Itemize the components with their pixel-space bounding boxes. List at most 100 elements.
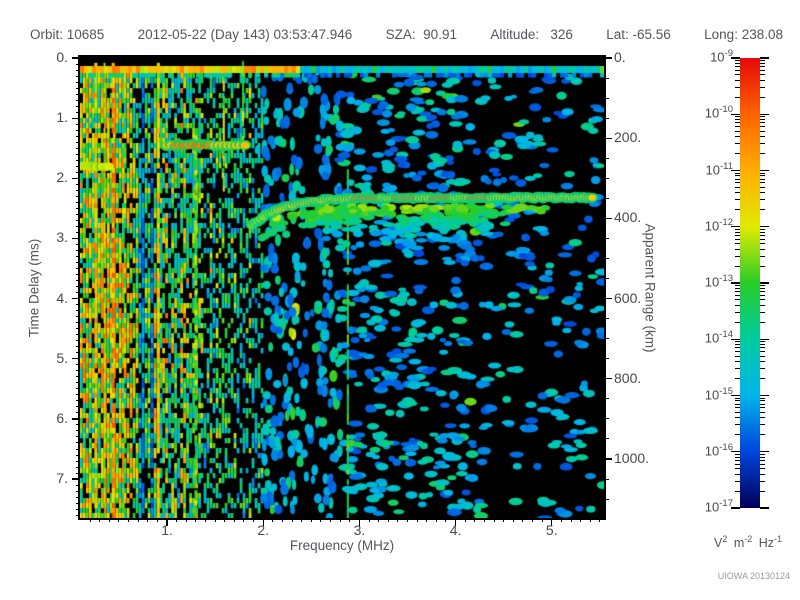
- colorbar-minor-tick: [760, 122, 765, 124]
- right-axis-minor-tick: [604, 97, 609, 99]
- x-axis-minor-tick: [397, 518, 399, 522]
- colorbar-minor-tick: [735, 321, 740, 323]
- right-axis-minor-tick: [604, 177, 609, 179]
- x-axis-minor-tick: [580, 518, 582, 522]
- y-tick-label: 0.: [56, 49, 68, 66]
- x-axis-tick: [358, 518, 360, 526]
- x-axis-tick: [454, 518, 457, 526]
- x-axis-minor-tick: [464, 518, 466, 522]
- colorbar-minor-tick: [735, 186, 740, 188]
- x-axis-minor-tick: [89, 518, 91, 522]
- x-axis-minor-tick: [541, 518, 543, 522]
- x-axis-minor-tick: [156, 518, 158, 522]
- colorbar-minor-tick: [735, 403, 740, 405]
- colorbar-tick-label: 10-17: [704, 498, 733, 515]
- colorbar-minor-tick: [735, 228, 740, 230]
- colorbar-unit-label: V2 m-2 Hz-1: [713, 534, 783, 551]
- y-axis-minor-tick: [76, 63, 80, 65]
- y-axis-minor-tick: [76, 171, 80, 173]
- colorbar-minor-tick: [735, 199, 740, 201]
- header-field-lat: Lat: -65.56: [606, 27, 671, 42]
- credit-text: UIOWA 20130124: [717, 571, 790, 581]
- y-axis-minor-tick: [76, 195, 80, 197]
- right-axis-minor-tick: [604, 398, 609, 400]
- colorbar-tick: [760, 226, 769, 228]
- right-axis-minor-tick: [604, 438, 609, 440]
- x-axis-tick: [551, 518, 553, 526]
- colorbar-minor-tick: [760, 69, 765, 71]
- x-tick-label: 2.: [257, 522, 270, 538]
- x-axis-minor-tick: [147, 518, 149, 522]
- colorbar-minor-tick: [760, 344, 765, 346]
- x-axis-minor-tick: [435, 518, 437, 522]
- colorbar-minor-tick: [735, 265, 740, 267]
- colorbar-minor-tick: [735, 378, 740, 380]
- colorbar-tick: [731, 451, 740, 453]
- x-tick-label: 1.: [161, 522, 173, 538]
- right-axis-tick: [604, 137, 612, 139]
- header-field-sza: SZA: 90.91: [385, 27, 457, 42]
- y-axis-title-left: Time Delay (ms): [26, 238, 42, 338]
- right-tick-label: 800.: [614, 369, 642, 386]
- x-axis-minor-tick: [205, 518, 207, 522]
- colorbar-tick: [760, 394, 769, 397]
- colorbar-minor-tick: [760, 74, 765, 76]
- y-axis-minor-tick: [76, 400, 80, 402]
- colorbar-minor-tick: [735, 459, 740, 461]
- colorbar-minor-tick: [760, 119, 765, 121]
- colorbar-minor-tick: [760, 468, 765, 470]
- x-axis-minor-tick: [368, 518, 370, 522]
- colorbar-tick-label: 10-15: [704, 385, 733, 402]
- colorbar-minor-tick: [735, 411, 740, 413]
- y-tick-label: 6.: [56, 409, 68, 426]
- colorbar-minor-tick: [735, 344, 740, 346]
- colorbar-minor-tick: [735, 287, 740, 289]
- y-axis-minor-tick: [76, 243, 80, 245]
- colorbar-minor-tick: [760, 182, 765, 184]
- colorbar-minor-tick: [760, 186, 765, 188]
- x-axis-minor-tick: [224, 518, 226, 522]
- colorbar-minor-tick: [735, 79, 740, 81]
- colorbar-minor-tick: [735, 347, 740, 349]
- x-axis-minor-tick: [560, 518, 562, 522]
- y-axis-minor-tick: [76, 334, 80, 336]
- colorbar-gradient: [740, 58, 760, 508]
- y-axis-minor-tick: [76, 201, 80, 203]
- colorbar-tick: [760, 282, 769, 284]
- colorbar-minor-tick: [760, 321, 765, 323]
- y-axis-minor-tick: [76, 189, 80, 191]
- colorbar-minor-tick: [760, 96, 765, 98]
- x-axis-minor-tick: [532, 518, 534, 522]
- colorbar-minor-tick: [735, 60, 740, 62]
- right-axis-minor-tick: [604, 117, 609, 119]
- y-axis-minor-tick: [76, 316, 80, 318]
- y-axis-minor-tick: [76, 322, 80, 324]
- colorbar-tick: [760, 169, 769, 172]
- colorbar-tick: [731, 507, 740, 509]
- x-axis-minor-tick: [272, 518, 274, 522]
- colorbar-minor-tick: [735, 299, 740, 301]
- y-axis-tick: [72, 117, 80, 119]
- y-axis-minor-tick: [76, 436, 80, 438]
- right-tick-label: 1000.: [614, 450, 650, 467]
- colorbar-tick: [760, 338, 769, 340]
- y-axis-minor-tick: [76, 370, 80, 372]
- colorbar-minor-tick: [760, 291, 765, 293]
- colorbar-minor-tick: [735, 291, 740, 293]
- y-axis-minor-tick: [76, 225, 80, 227]
- colorbar-minor-tick: [735, 178, 740, 180]
- colorbar-minor-tick: [735, 153, 740, 155]
- x-axis-minor-tick: [416, 518, 418, 522]
- right-axis-tick: [604, 298, 612, 300]
- colorbar-minor-tick: [735, 456, 740, 458]
- right-axis-minor-tick: [604, 498, 609, 500]
- colorbar-tick-label: 10-16: [704, 441, 733, 459]
- colorbar-minor-tick: [760, 473, 765, 475]
- header-field-long: Long: 238.08: [704, 27, 783, 42]
- y-axis-minor-tick: [76, 310, 80, 312]
- colorbar-minor-tick: [760, 62, 765, 64]
- colorbar-minor-tick: [760, 411, 765, 413]
- y-axis-minor-tick: [76, 135, 80, 137]
- colorbar-minor-tick: [735, 234, 740, 236]
- colorbar-tick: [731, 394, 740, 397]
